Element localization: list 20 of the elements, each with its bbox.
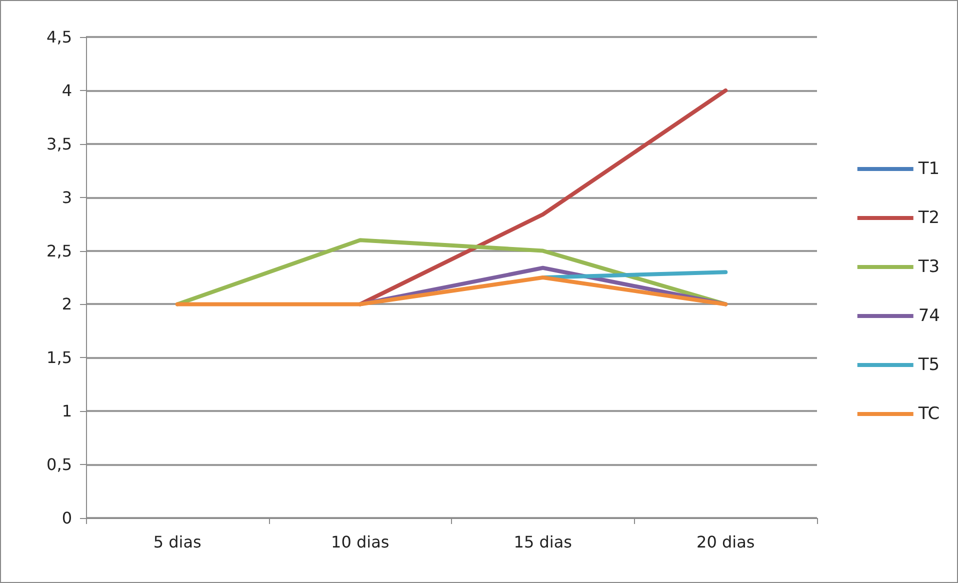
x-tick-label: 5 dias	[153, 532, 202, 552]
legend-label: T2	[917, 208, 940, 228]
x-tick-label: 20 dias	[696, 532, 755, 552]
y-tick-label: 3,5	[46, 134, 72, 154]
legend-label: TC	[917, 404, 940, 424]
x-tick-label: 10 dias	[331, 532, 390, 552]
legend-label: T3	[917, 257, 940, 277]
y-tick-label: 4,5	[46, 28, 72, 46]
legend-label: T1	[917, 159, 940, 179]
y-tick-label: 2,5	[46, 241, 72, 260]
y-tick-label: 2	[62, 294, 72, 314]
x-tick-label: 15 dias	[514, 532, 572, 552]
y-tick-label: 3	[62, 188, 72, 207]
y-tick-label: 0,5	[46, 455, 72, 474]
legend-label: 74	[918, 306, 940, 326]
y-tick-label: 4	[62, 80, 72, 100]
y-tick-label: 1	[62, 402, 72, 421]
y-tick-label: 1,5	[46, 348, 72, 368]
legend-label: T5	[917, 355, 940, 375]
y-tick-label: 0	[62, 508, 72, 528]
